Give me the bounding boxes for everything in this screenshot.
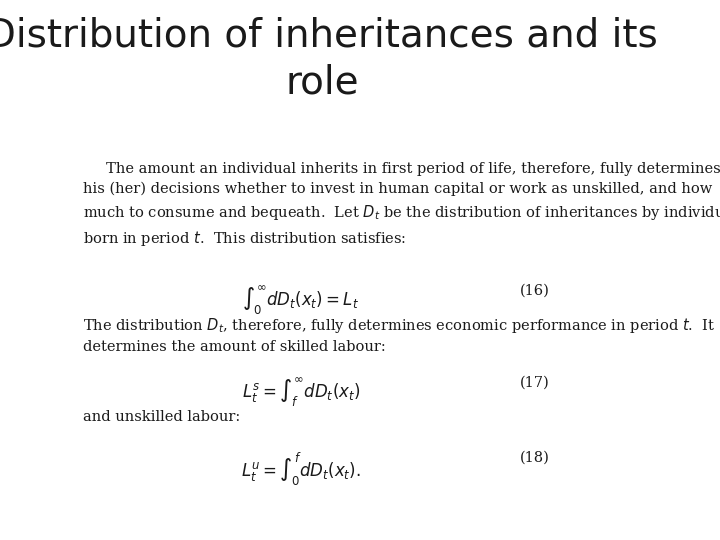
Text: (17): (17) bbox=[521, 375, 550, 389]
Text: The amount an individual inherits in first period of life, therefore, fully dete: The amount an individual inherits in fir… bbox=[84, 162, 720, 248]
Text: $L_t^s = \int_{f}^{\infty} dD_t(x_t)$: $L_t^s = \int_{f}^{\infty} dD_t(x_t)$ bbox=[242, 375, 360, 409]
Text: (18): (18) bbox=[520, 451, 550, 465]
Text: $\int_0^{\infty} dD_t(x_t) = L_t$: $\int_0^{\infty} dD_t(x_t) = L_t$ bbox=[243, 284, 359, 317]
Text: (16): (16) bbox=[520, 284, 550, 298]
Text: Distribution of inheritances and its
role: Distribution of inheritances and its rol… bbox=[0, 16, 658, 101]
Text: The distribution $D_t$, therefore, fully determines economic performance in peri: The distribution $D_t$, therefore, fully… bbox=[84, 316, 716, 354]
Text: $L_t^u = \int_0^{f} dD_t(x_t).$: $L_t^u = \int_0^{f} dD_t(x_t).$ bbox=[241, 451, 361, 488]
Text: and unskilled labour:: and unskilled labour: bbox=[84, 410, 240, 424]
